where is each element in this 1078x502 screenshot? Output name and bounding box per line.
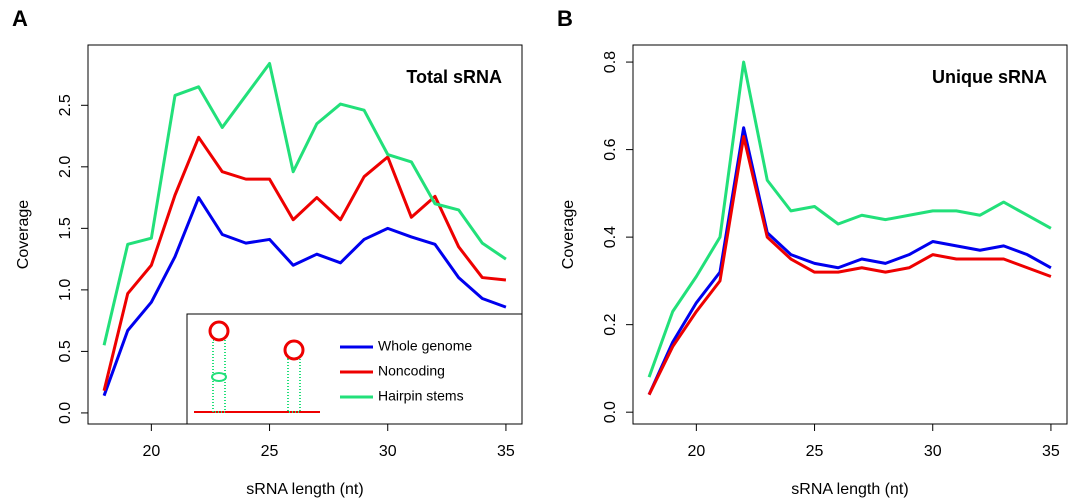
y-tick-label: 0.0 — [602, 401, 619, 423]
y-tick-label: 0.8 — [602, 51, 619, 73]
panel-label: B — [557, 6, 573, 31]
y-tick-label: 2.5 — [57, 94, 74, 116]
icon-stem — [287, 358, 301, 413]
y-tick-label: 2.0 — [57, 156, 74, 178]
data-line — [647, 60, 1052, 378]
y-tick-label: 0.4 — [602, 226, 619, 248]
y-tick-label: 1.0 — [57, 279, 74, 301]
icon-loop — [283, 339, 305, 361]
legend-label: Hairpin stems — [378, 388, 464, 404]
data-line — [647, 126, 1052, 396]
y-tick-label: 0.5 — [57, 340, 74, 362]
legend-label: Noncoding — [378, 363, 445, 379]
legend-label: Whole genome — [378, 338, 472, 354]
data-line — [647, 134, 1052, 396]
y-axis-label: Coverage — [560, 200, 577, 269]
x-tick-label: 35 — [497, 443, 515, 460]
x-axis-label: sRNA length (nt) — [791, 481, 908, 498]
x-tick-label: 30 — [924, 443, 942, 460]
x-tick-label: 20 — [687, 443, 705, 460]
chart-title: Unique sRNA — [932, 67, 1047, 87]
y-tick-label: 0.0 — [57, 402, 74, 424]
x-tick-label: 20 — [142, 443, 160, 460]
data-line — [102, 196, 507, 397]
x-axis-label: sRNA length (nt) — [246, 481, 363, 498]
x-tick-label: 30 — [379, 443, 397, 460]
x-tick-label: 25 — [261, 443, 279, 460]
panel-label: A — [12, 6, 28, 31]
y-tick-label: 0.6 — [602, 138, 619, 160]
plot-box — [632, 44, 1068, 425]
data-line — [102, 61, 507, 346]
x-tick-label: 35 — [1042, 443, 1060, 460]
legend-box — [186, 313, 523, 425]
hairpin-icon — [194, 320, 320, 413]
y-tick-label: 0.2 — [602, 313, 619, 335]
y-tick-label: 1.5 — [57, 217, 74, 239]
icon-loop — [208, 320, 230, 342]
y-axis-label: Coverage — [15, 200, 32, 269]
icon-bulge — [211, 372, 227, 382]
chart-title: Total sRNA — [406, 67, 502, 87]
x-tick-label: 25 — [806, 443, 824, 460]
